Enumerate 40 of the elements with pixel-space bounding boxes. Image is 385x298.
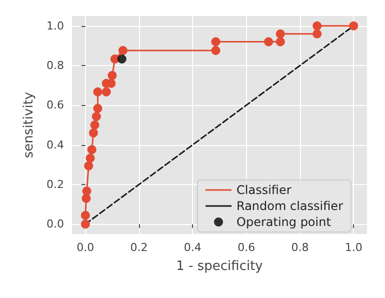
point xyxy=(80,220,90,229)
point xyxy=(84,161,94,170)
point xyxy=(87,145,96,154)
point xyxy=(312,21,322,30)
point xyxy=(82,186,92,196)
point xyxy=(264,37,274,46)
point xyxy=(108,70,117,80)
x-tick-label: 0.6 xyxy=(238,241,256,254)
legend-label: Classifier xyxy=(236,183,292,197)
legend-label: Operating point xyxy=(236,215,332,229)
y-axis-title: sensitivity xyxy=(22,92,37,158)
point xyxy=(349,21,358,30)
point xyxy=(90,120,100,130)
x-tick-label: 0.8 xyxy=(291,241,309,254)
point xyxy=(80,210,90,220)
x-tick-label: 0.2 xyxy=(130,241,148,254)
legend-label: Random classifier xyxy=(236,199,344,213)
x-axis-title: 1 - specificity xyxy=(176,259,264,274)
point xyxy=(86,154,95,163)
point xyxy=(117,54,126,64)
point xyxy=(88,128,98,138)
y-tick-label: 0.6 xyxy=(46,98,64,112)
y-tick-label: 0.0 xyxy=(46,218,64,231)
point xyxy=(312,29,322,38)
point xyxy=(93,87,102,96)
point xyxy=(102,87,111,96)
y-tick-label: 1.0 xyxy=(46,19,64,32)
point xyxy=(276,29,285,38)
x-tick-label: 1.0 xyxy=(344,241,362,254)
point xyxy=(276,37,285,46)
point xyxy=(211,46,220,55)
x-tick-label: 0.4 xyxy=(184,241,202,254)
point xyxy=(93,104,102,113)
x-tick-label: 0.0 xyxy=(76,241,94,254)
point xyxy=(118,46,128,55)
point xyxy=(211,37,220,46)
y-tick-label: 0.4 xyxy=(46,138,64,152)
point xyxy=(92,112,101,121)
y-tick-label: 0.8 xyxy=(46,59,64,72)
y-tick-label: 0.2 xyxy=(46,178,64,191)
